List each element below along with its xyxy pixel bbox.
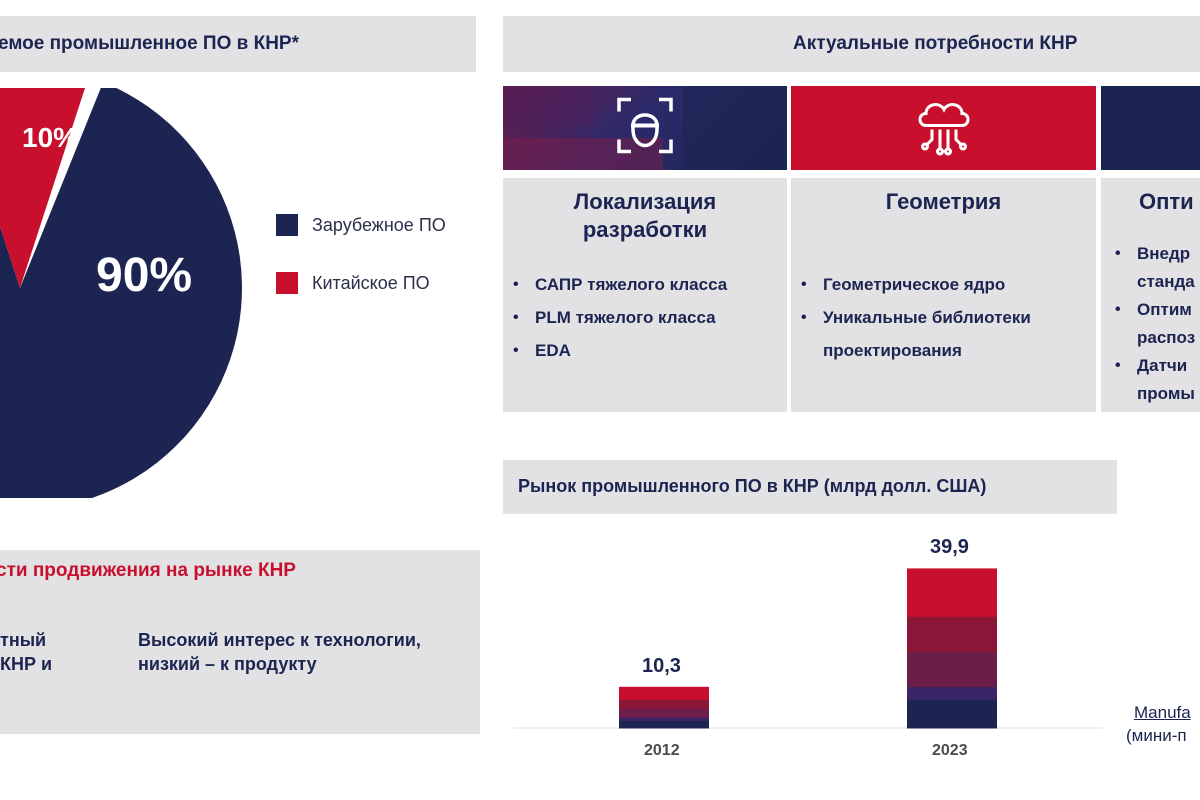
bar-value-label-2023: 39,9 [930,536,969,559]
promotion-left-line-2: КНР и [0,654,53,674]
cloud-circuit-icon [912,96,976,161]
card-2-title: Геометрия [791,188,1096,216]
bar-2023-segment-0 [907,699,997,729]
legend-swatch-foreign [276,214,298,236]
card-1-title: Локализация разработки [503,188,787,244]
market-header-title: Рынок промышленного ПО в КНР (млрд долл.… [518,476,987,496]
promotion-panel: сти продвижения на рынке КНР тный КНР и … [0,550,480,734]
promotion-left-text: тный КНР и [0,628,52,676]
list-item: САПР тяжелого класса [509,268,727,301]
card-2-body: Геометрия Геометрическое ядро Уникальные… [791,178,1096,412]
manufacturing-sub-label: (мини-п [1126,726,1187,745]
card-3-title: Опти [1139,189,1194,214]
promotion-right-line-1: Высокий интерес к технологии, [138,630,421,650]
card-2-bullet-list: Геометрическое ядро Уникальные библиотек… [797,268,1031,367]
promotion-title: сти продвижения на рынке КНР [0,560,296,581]
bar-2012-segment-0 [619,720,709,729]
bar-2023-segment-2 [907,651,997,688]
x-tick-label-2023: 2023 [932,742,968,759]
bar-2012-segment-2 [619,708,709,718]
list-item: Оптим [1111,296,1195,324]
bar-2023-segment-1 [907,686,997,700]
market-bar-chart [513,568,1103,729]
card-1-icon-band [503,86,787,170]
card-1-title-line-2: разработки [582,217,708,242]
pie-slice-foreign [0,88,242,498]
legend-item-chinese: Китайское ПО [276,272,430,294]
legend-item-foreign: Зарубежное ПО [276,214,446,236]
pie-label-foreign: 90% [96,249,193,302]
list-item-continuation: промы [1137,384,1195,403]
list-item-continuation: распоз [1137,328,1196,347]
list-item: Уникальные библиотеки [797,301,1031,334]
promotion-left-line-1: тный [0,630,47,650]
pie-slice-chinese [0,88,85,288]
card-2-icon-band [791,86,1096,170]
right-header-title: Актуальные потребности КНР [793,33,1078,54]
promotion-right-text: Высокий интерес к технологии, низкий – к… [138,628,421,676]
face-scan-icon [615,96,675,161]
card-1-bullet-list: САПР тяжелого класса PLM тяжелого класса… [509,268,727,367]
manufacturing-link-label[interactable]: Manufa [1134,703,1191,722]
legend-label-foreign: Зарубежное ПО [312,214,446,235]
list-item: Геометрическое ядро [797,268,1031,301]
list-item: PLM тяжелого класса [509,301,727,334]
bar-2023-segment-4 [907,568,997,617]
legend-swatch-chinese [276,272,298,294]
left-header-title: емое промышленное ПО в КНР* [0,33,299,54]
list-item-continuation: станда [1137,272,1195,291]
card-3-bullet-list: Внедр станда Оптим распоз Датчи промы [1111,240,1195,408]
card-1-body: Локализация разработки САПР тяжелого кла… [503,178,787,412]
software-share-pie-chart [0,88,242,498]
pie-label-chinese: 10% [22,122,79,153]
market-header-panel: Рынок промышленного ПО в КНР (млрд долл.… [503,460,1117,514]
list-item: Внедр [1111,240,1195,268]
bar-value-label-2012: 10,3 [642,654,681,677]
card-3-icon-band [1101,86,1200,170]
card-1-title-line-1: Локализация [573,189,717,214]
list-item: EDA [509,334,727,367]
x-tick-label-2012: 2012 [644,742,680,759]
right-header-panel: Актуальные потребности КНР [503,16,1200,72]
list-item: Датчи [1111,352,1195,380]
left-header-panel: емое промышленное ПО в КНР* [0,16,476,72]
legend-label-chinese: Китайское ПО [312,272,430,293]
promotion-right-line-2: низкий – к продукту [138,654,317,674]
bar-2012-segment-1 [619,717,709,722]
list-item-continuation: проектирования [823,341,962,360]
card-2-title-line-1: Геометрия [885,189,1002,214]
bar-2012-segment-3 [619,699,709,709]
card-3-body: Опти Внедр станда Оптим распоз Датчи про… [1101,178,1200,412]
bar-2023-segment-3 [907,616,997,652]
bar-2012-segment-4 [619,686,709,700]
